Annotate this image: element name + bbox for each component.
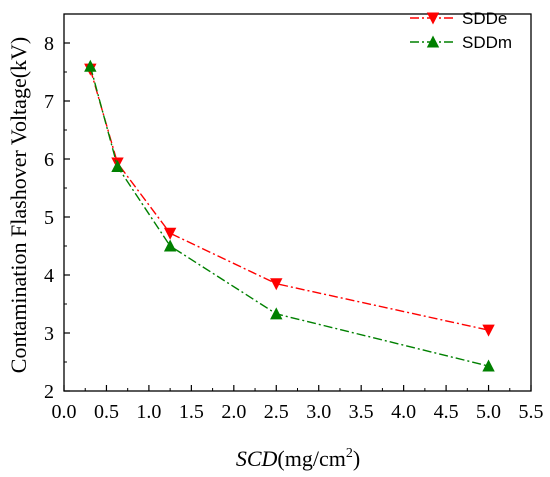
- y-tick-label: 8: [44, 33, 54, 55]
- data-point-sddm: [163, 239, 177, 252]
- legend-marker-sdde: [426, 12, 440, 25]
- series-sdde: [84, 63, 495, 337]
- x-tick-label: 1.5: [179, 401, 204, 423]
- series-line-sddm: [89, 66, 489, 367]
- x-axis-title-sup: 2: [346, 446, 353, 461]
- x-tick-label: 3.0: [306, 401, 331, 423]
- y-axis-title: Contamination Flashover Voltage(kV): [6, 37, 31, 373]
- y-tick-label: 4: [44, 265, 54, 287]
- x-tick-label: 4.5: [434, 401, 459, 423]
- series-line-sdde: [89, 68, 489, 331]
- x-axis: 0.0 0.5 1.0 1.5 2.0 2.5 3.0 3.5 4.0 4.5 5.0 5.5: [52, 385, 544, 423]
- x-tick-label: 4.0: [391, 401, 416, 423]
- x-axis-title-unit: (mg/cm: [277, 446, 345, 471]
- data-point-sdde: [163, 227, 177, 240]
- legend-label-sddm: SDDm: [462, 33, 512, 52]
- plot-frame: [63, 13, 532, 392]
- data-point-sddm: [111, 160, 124, 173]
- y-axis: 2 3 4 5 6 7 8: [44, 33, 70, 403]
- x-axis-title-main: SCD: [236, 446, 278, 471]
- legend-label-sdde: SDDe: [462, 9, 507, 28]
- legend-marker-sddm: [426, 35, 440, 48]
- y-tick-label: 2: [44, 381, 54, 403]
- x-tick-label: 1.0: [136, 401, 161, 423]
- series-layer: [84, 59, 495, 372]
- y-tick-label: 6: [44, 149, 54, 171]
- data-point-sddm: [270, 307, 283, 320]
- data-point-sdde: [270, 278, 283, 291]
- data-point-sdde: [482, 324, 495, 337]
- y-tick-label: 3: [44, 323, 54, 345]
- legend-item-sddm: SDDm: [410, 33, 512, 52]
- y-tick-label: 5: [44, 207, 54, 229]
- y-tick-label: 7: [44, 91, 54, 113]
- x-tick-label: 0.0: [52, 401, 77, 423]
- data-point-sddm: [482, 359, 495, 372]
- legend: SDDe SDDm: [410, 9, 512, 52]
- x-tick-label: 5.5: [519, 401, 544, 423]
- x-tick-label: 0.5: [94, 401, 119, 423]
- x-axis-title-close: ): [353, 446, 360, 471]
- data-point-sddm: [84, 59, 97, 72]
- x-tick-label: 3.5: [349, 401, 374, 423]
- x-tick-label: 5.0: [476, 401, 501, 423]
- series-sddm: [84, 59, 495, 372]
- x-tick-label: 2.5: [264, 401, 289, 423]
- legend-item-sdde: SDDe: [410, 9, 507, 28]
- x-tick-label: 2.0: [221, 401, 246, 423]
- x-axis-title: SCD(mg/cm2): [236, 446, 360, 471]
